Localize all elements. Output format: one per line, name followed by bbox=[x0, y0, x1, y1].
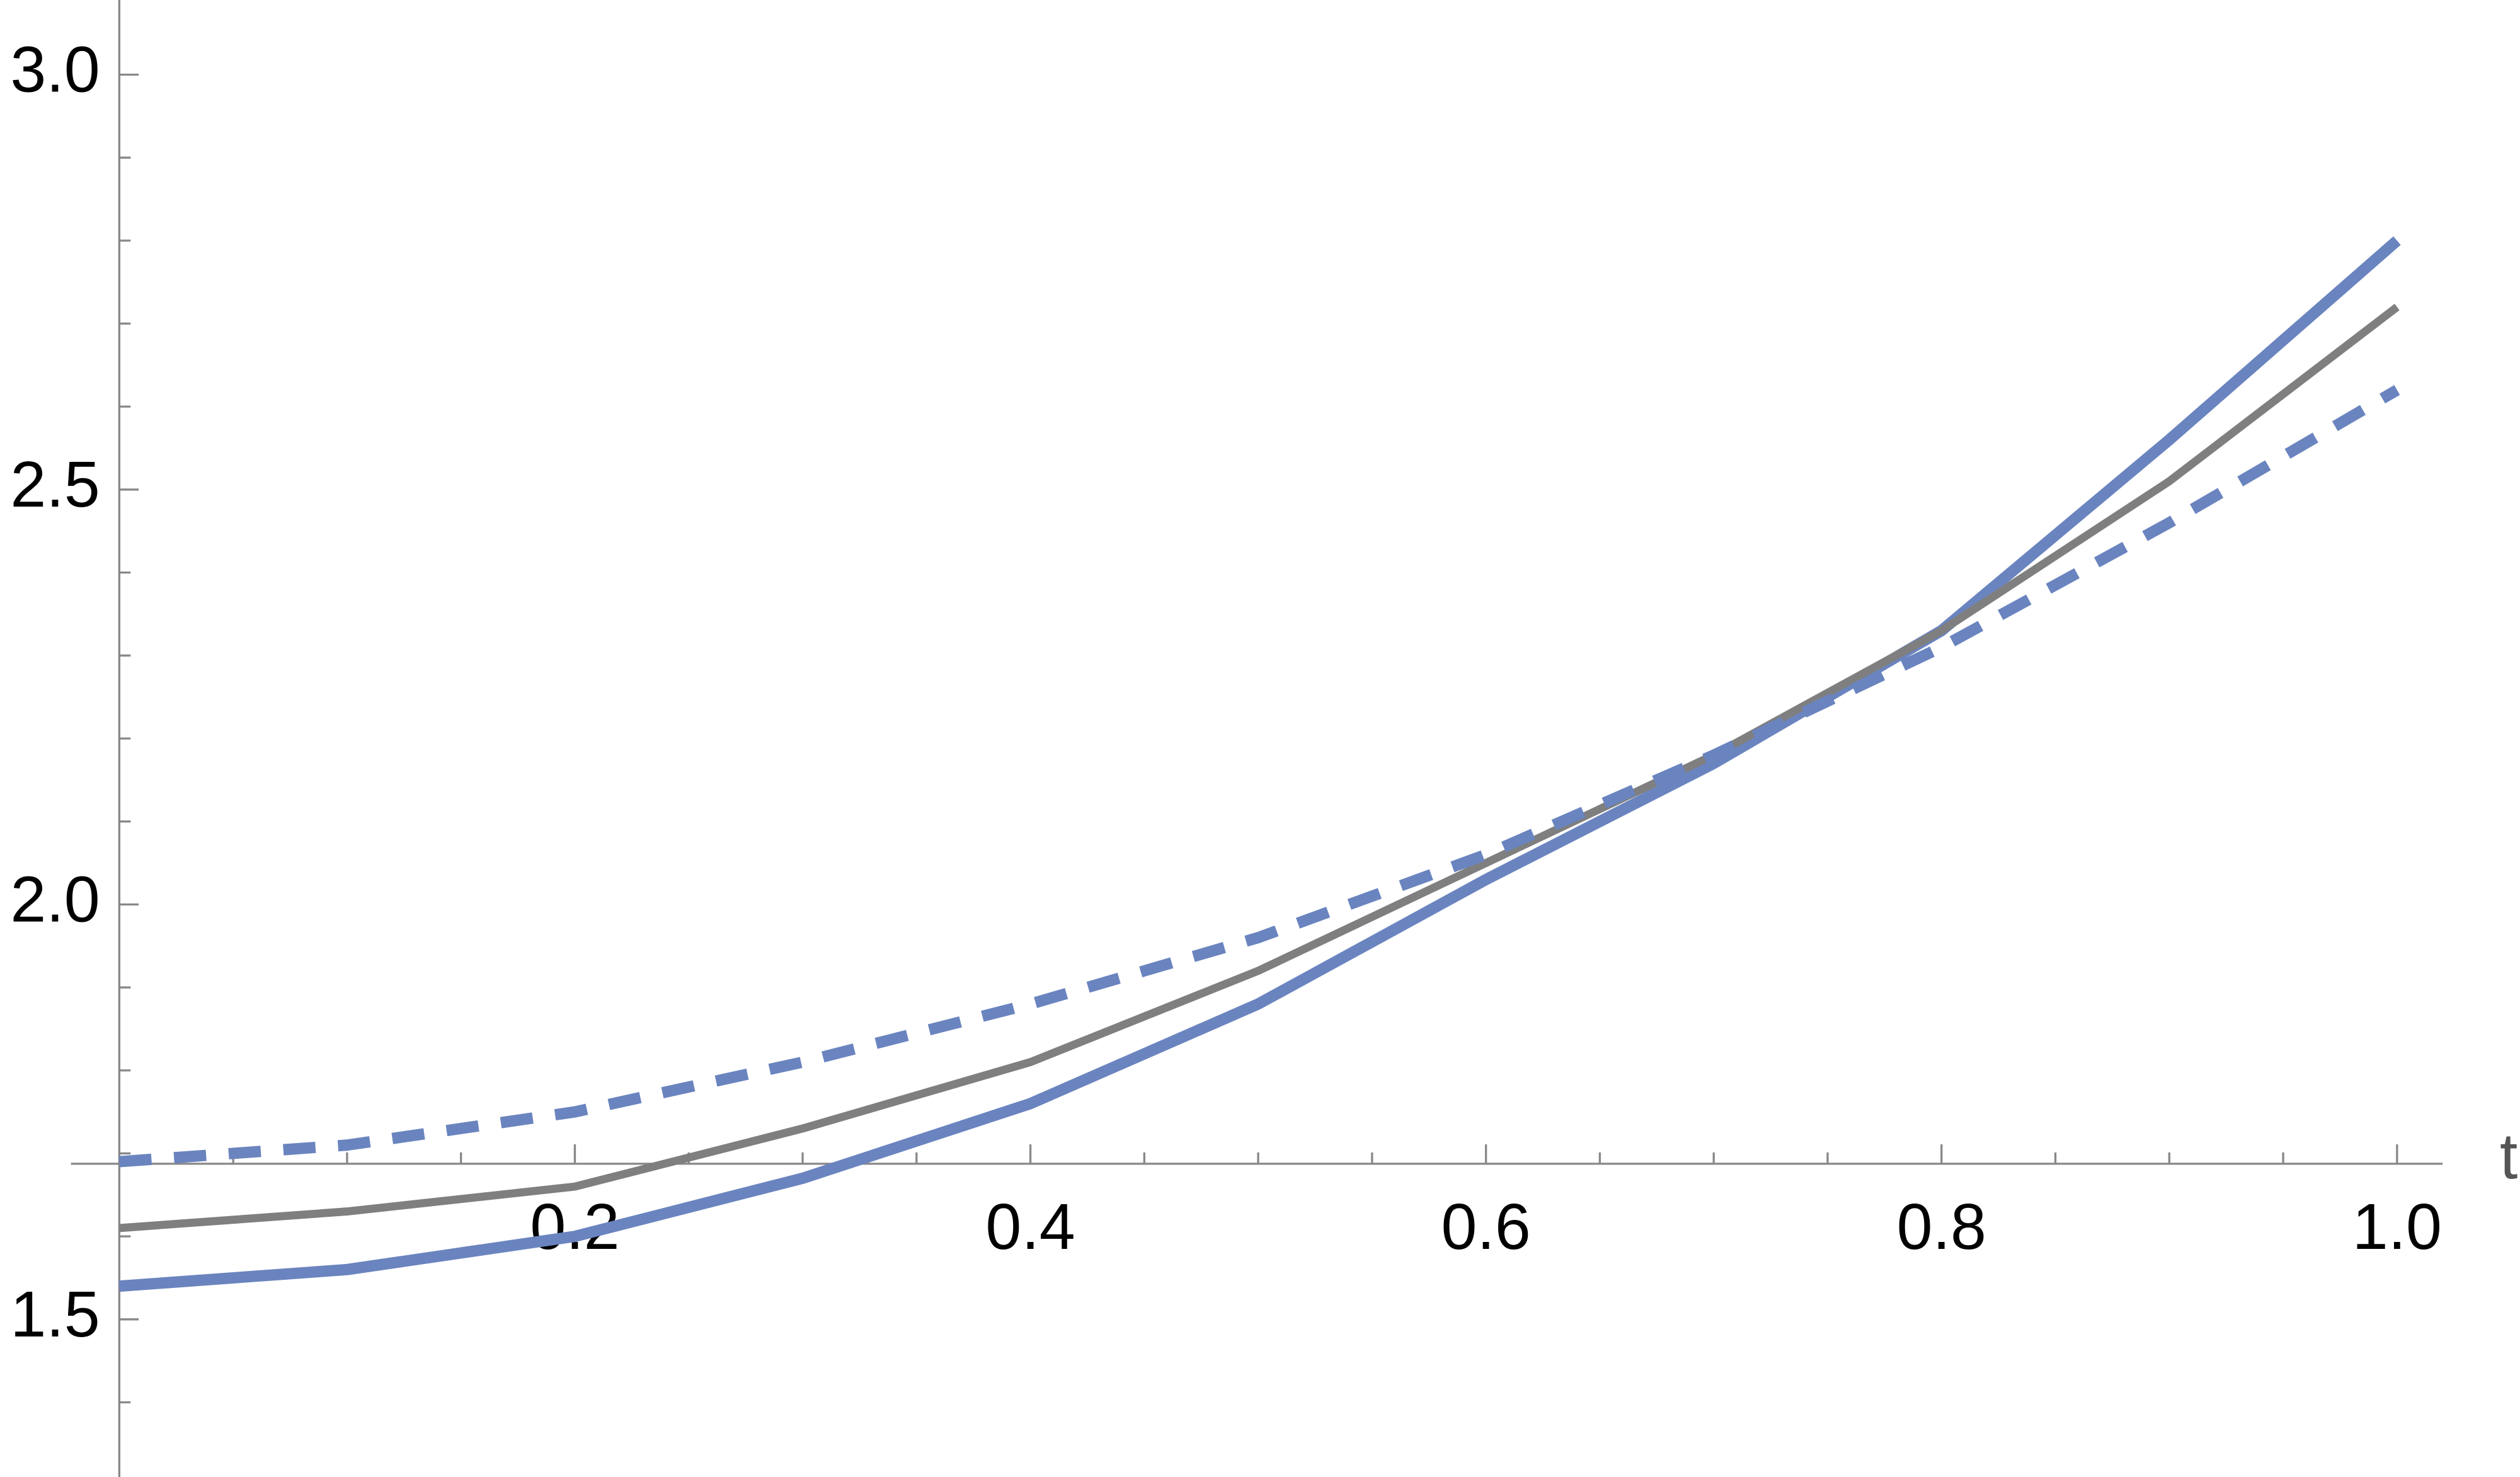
series-line bbox=[118, 304, 2400, 1233]
y-tick-label: 1.5 bbox=[10, 1278, 100, 1350]
x-tick-label: 0.4 bbox=[985, 1190, 1075, 1263]
x-tick-label: 1.0 bbox=[2352, 1190, 2442, 1263]
y-tick-label: 2.0 bbox=[10, 863, 100, 935]
x-tick-label: 0.6 bbox=[1441, 1190, 1531, 1263]
series-line bbox=[118, 385, 2400, 1168]
x-tick-label: 0.8 bbox=[1897, 1190, 1986, 1263]
x-axis-label: t bbox=[2500, 1120, 2517, 1192]
y-tick-label: 2.5 bbox=[10, 448, 100, 520]
series-line bbox=[118, 236, 2401, 1292]
y-tick-label: 3.0 bbox=[10, 33, 100, 105]
